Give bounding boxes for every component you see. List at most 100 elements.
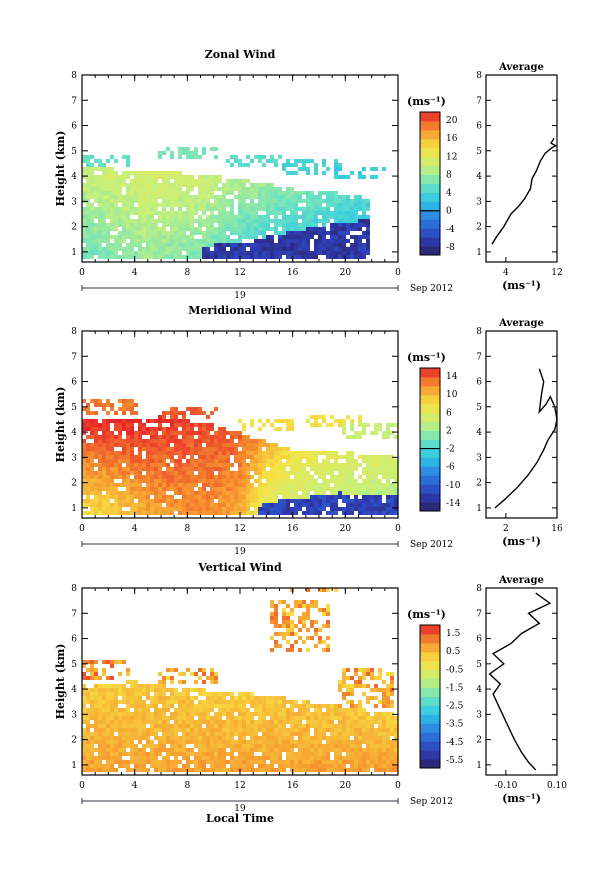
heatmap-cell [94,411,98,415]
heatmap-cell [226,215,230,219]
heatmap-cell [362,219,366,223]
heatmap-cell [238,760,242,764]
heatmap-cell [258,199,262,203]
heatmap-cell [142,487,146,491]
heatmap-cell [242,191,246,195]
heatmap-cell [178,471,182,475]
heatmap-cell [394,435,398,439]
y-tick-label: 1 [71,248,77,258]
heatmap-cell [346,756,350,760]
heatmap-cell [206,423,210,427]
heatmap-cell [174,419,178,423]
heatmap-cell [374,688,378,692]
heatmap-cell [250,247,254,251]
heatmap-cell [362,487,366,491]
heatmap-cell [90,696,94,700]
heatmap-cell [334,724,338,728]
heatmap-cell [110,700,114,704]
heatmap-cell [222,511,226,515]
heatmap-cell [94,195,98,199]
heatmap-cell [122,475,126,479]
heatmap-cell [206,455,210,459]
heatmap-cell [306,243,310,247]
heatmap-cell [118,756,122,760]
heatmap-cell [186,423,190,427]
heatmap-cell [230,435,234,439]
heatmap-cell [90,676,94,680]
heatmap-cell [382,752,386,756]
heatmap-cell [342,255,346,259]
heatmap-cell [318,423,322,427]
heatmap-cell [262,768,266,772]
heatmap-cell [170,736,174,740]
heatmap-cell [114,744,118,748]
heatmap-cell [326,604,330,608]
heatmap-cell [114,684,118,688]
heatmap-cell [318,251,322,255]
heatmap-cell [138,211,142,215]
heatmap-cell [190,499,194,503]
heatmap-cell [210,447,214,451]
heatmap-cell [342,732,346,736]
heatmap-cell [178,191,182,195]
heatmap-cell [286,736,290,740]
heatmap-cell [94,431,98,435]
heatmap-cell [126,708,130,712]
heatmap-cell [290,239,294,243]
heatmap-cell [118,724,122,728]
heatmap-cell [106,471,110,475]
heatmap-cell [290,219,294,223]
heatmap-cell [278,471,282,475]
heatmap-cell [270,760,274,764]
heatmap-cell [226,768,230,772]
heatmap-cell [278,499,282,503]
heatmap-cell [310,507,314,511]
heatmap-cell [142,728,146,732]
heatmap-cell [190,187,194,191]
heatmap-cell [202,479,206,483]
heatmap-cell [354,235,358,239]
heatmap-cell [234,507,238,511]
heatmap-cell [174,752,178,756]
heatmap-cell [110,167,114,171]
heatmap-cell [166,411,170,415]
heatmap-cell [362,503,366,507]
heatmap-cell [222,495,226,499]
heatmap-cell [98,455,102,459]
heatmap-cell [330,748,334,752]
heatmap-cell [166,179,170,183]
heatmap-cell [170,451,174,455]
heatmap-cell [310,235,314,239]
heatmap-cell [230,712,234,716]
heatmap-cell [134,688,138,692]
heatmap-cell [130,459,134,463]
heatmap-cell [102,684,106,688]
heatmap-cell [250,760,254,764]
heatmap-cell [286,159,290,163]
heatmap-cell [210,704,214,708]
heatmap-cell [258,700,262,704]
heatmap-cell [206,227,210,231]
heatmap-cell [194,199,198,203]
heatmap-cell [158,151,162,155]
heatmap-cell [114,183,118,187]
heatmap-cell [186,511,190,515]
heatmap-cell [178,475,182,479]
heatmap-cell [338,724,342,728]
heatmap-cell [126,159,130,163]
heatmap-cell [286,752,290,756]
heatmap-cell [374,423,378,427]
heatmap-cell [358,768,362,772]
heatmap-cell [394,724,398,728]
heatmap-cell [274,608,278,612]
heatmap-cell [382,696,386,700]
heatmap-cell [130,467,134,471]
heatmap-cell [282,748,286,752]
heatmap-cell [326,503,330,507]
heatmap-cell [214,255,218,259]
heatmap-cell [226,223,230,227]
heatmap-cell [298,616,302,620]
heatmap-cell [382,764,386,768]
heatmap-cell [138,752,142,756]
heatmap-cell [250,443,254,447]
